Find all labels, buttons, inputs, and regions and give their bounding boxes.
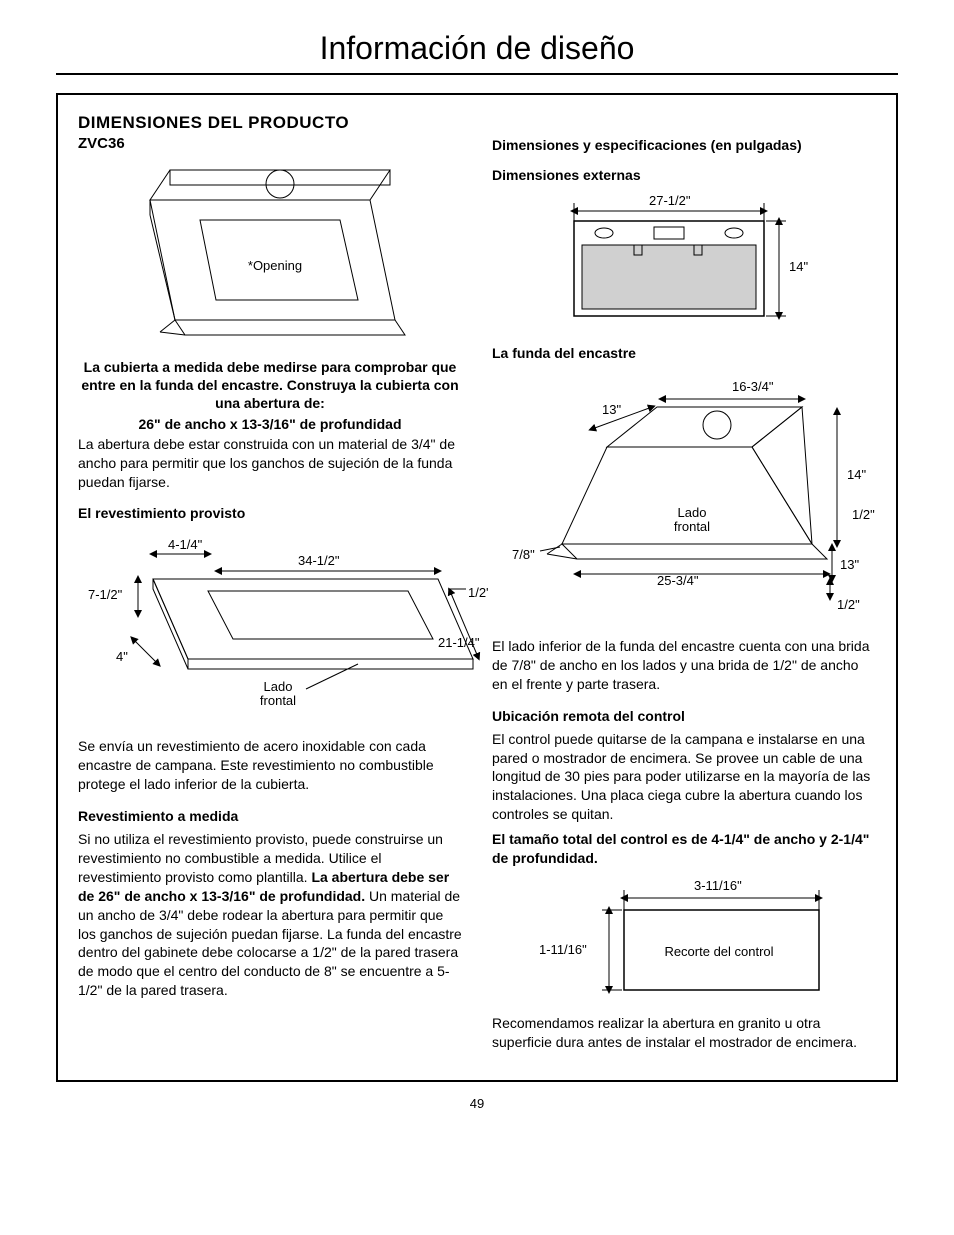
right-column: Dimensiones y especificaciones (en pulga…: [492, 113, 876, 1058]
remote-text: El control puede quitarse de la campana …: [492, 730, 876, 824]
liner-text: Se envía un revestimiento de acero inoxi…: [78, 737, 462, 794]
svg-text:Recorte del control: Recorte del control: [664, 944, 773, 959]
svg-text:27-1/2": 27-1/2": [649, 193, 691, 208]
model-number: ZVC36: [78, 135, 462, 152]
svg-text:16-3/4": 16-3/4": [732, 379, 774, 394]
svg-text:4": 4": [116, 649, 128, 664]
svg-text:frontal: frontal: [674, 519, 710, 534]
note-bold-2: 26" de ancho x 13-3/16" de profundidad: [78, 415, 462, 433]
page-title: Información de diseño: [56, 30, 898, 75]
left-column: DIMENSIONES DEL PRODUCTO ZVC36: [78, 113, 462, 1058]
custom-liner-heading: Revestimiento a medida: [78, 808, 462, 824]
svg-text:7-1/2": 7-1/2": [88, 587, 123, 602]
dimensions-heading: DIMENSIONES DEL PRODUCTO: [78, 113, 462, 133]
opening-label: *Opening: [248, 258, 302, 273]
insert-heading: La funda del encastre: [492, 345, 876, 361]
svg-text:Lado: Lado: [678, 505, 707, 520]
svg-text:14": 14": [847, 467, 866, 482]
content-box: DIMENSIONES DEL PRODUCTO ZVC36: [56, 93, 898, 1082]
figure-overall: 27-1/2": [492, 191, 876, 331]
note-bold-1: La cubierta a medida debe medirse para c…: [78, 358, 462, 413]
page-number: 49: [56, 1096, 898, 1111]
svg-text:1/2": 1/2": [837, 597, 860, 612]
svg-text:4-1/4": 4-1/4": [168, 537, 203, 552]
svg-text:25-3/4": 25-3/4": [657, 573, 699, 588]
note-material: La abertura debe estar construida con un…: [78, 435, 462, 492]
svg-text:1/2": 1/2": [852, 507, 875, 522]
figure-liner: 4-1/4" 34-1/2" 7-1/2": [78, 529, 462, 729]
svg-text:13": 13": [840, 557, 859, 572]
remote-heading: Ubicación remota del control: [492, 708, 876, 724]
svg-text:7/8": 7/8": [512, 547, 535, 562]
svg-text:3-11/16": 3-11/16": [694, 878, 742, 893]
custom-liner-text: Si no utiliza el revestimiento provisto,…: [78, 830, 462, 1000]
svg-text:13": 13": [602, 402, 621, 417]
svg-text:frontal: frontal: [260, 693, 296, 708]
insert-flange-text: El lado inferior de la funda del encastr…: [492, 637, 876, 694]
figure-hood-opening: *Opening: [78, 160, 462, 350]
spec-heading: Dimensiones y especificaciones (en pulga…: [492, 137, 876, 153]
overall-heading: Dimensiones externas: [492, 167, 876, 183]
svg-text:1/2": 1/2": [468, 585, 488, 600]
svg-text:34-1/2": 34-1/2": [298, 553, 340, 568]
svg-text:Lado: Lado: [264, 679, 293, 694]
liner-heading: El revestimiento provisto: [78, 505, 462, 521]
granite-text: Recomendamos realizar la abertura en gra…: [492, 1014, 876, 1052]
figure-insert-shell: 16-3/4" 13": [492, 369, 876, 629]
svg-text:14": 14": [789, 259, 808, 274]
figure-control-cutout: 3-11/16" Recorte del control 1-11/16": [492, 876, 876, 1006]
svg-text:1-11/16": 1-11/16": [539, 942, 587, 957]
control-size: El tamaño total del control es de 4-1/4"…: [492, 830, 876, 868]
